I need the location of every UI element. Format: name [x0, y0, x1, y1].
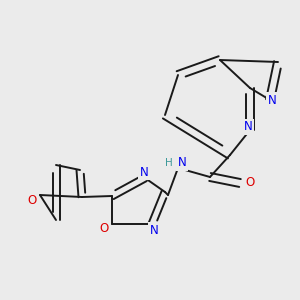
- Text: N: N: [244, 121, 252, 134]
- Text: N: N: [178, 157, 186, 169]
- Text: H: H: [165, 158, 173, 168]
- Text: O: O: [99, 223, 109, 236]
- Text: O: O: [27, 194, 37, 206]
- Text: N: N: [150, 224, 158, 236]
- Text: N: N: [140, 166, 148, 178]
- Text: O: O: [245, 176, 255, 190]
- Text: N: N: [268, 94, 276, 106]
